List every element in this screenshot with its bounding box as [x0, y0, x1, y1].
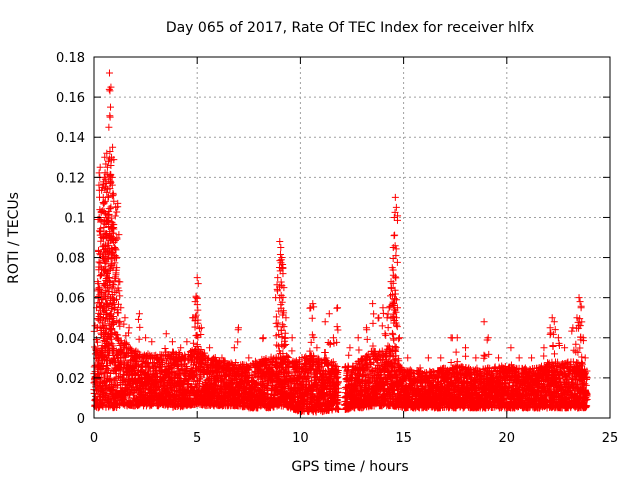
- data-point: [100, 370, 108, 378]
- data-point: [121, 340, 129, 348]
- data-point: [114, 331, 122, 339]
- data-point: [106, 374, 114, 382]
- data-point: [122, 339, 130, 347]
- data-point: [102, 381, 110, 389]
- data-point: [109, 383, 117, 391]
- grid-lines: [94, 57, 610, 418]
- data-point: [178, 365, 186, 373]
- data-point: [109, 342, 117, 350]
- data-point: [119, 357, 127, 365]
- data-point: [106, 325, 114, 333]
- data-points: [90, 69, 591, 416]
- data-point: [130, 391, 138, 399]
